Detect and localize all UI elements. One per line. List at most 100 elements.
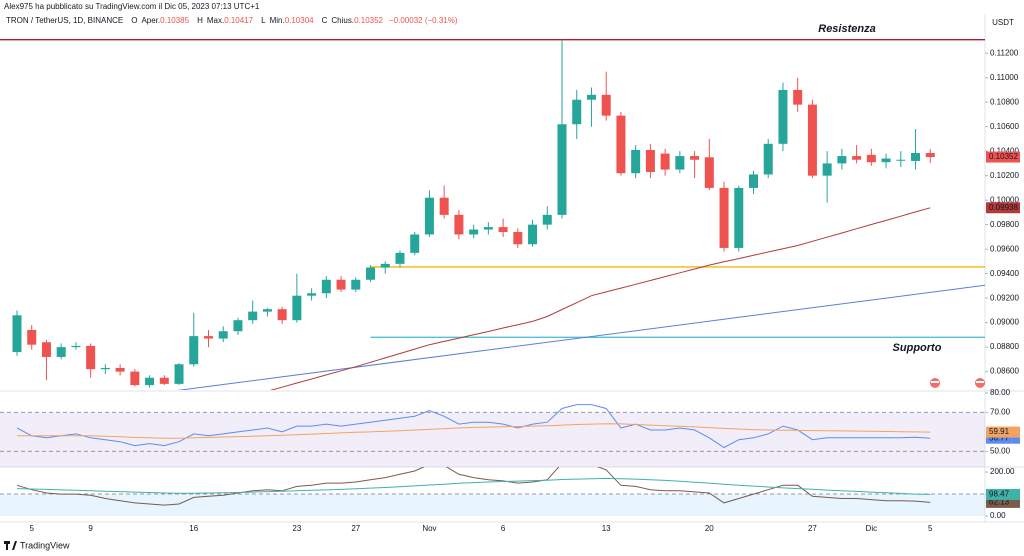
published-note: Alex975 ha pubblicato su TradingView.com… [4, 2, 260, 11]
ohlc-value: 0.10352 [354, 16, 383, 25]
candle-body [159, 377, 169, 384]
series-line [16, 467, 931, 506]
ohlc-value: 0.10304 [285, 16, 314, 25]
y-tick-label: 0.09200 [990, 293, 1019, 302]
candle-body [292, 295, 302, 321]
event-icon [975, 378, 985, 388]
price-tag-label: 56.77 [989, 433, 1010, 442]
candle-body [542, 214, 552, 225]
candle-body [483, 227, 493, 230]
price-tag [986, 151, 1020, 163]
candle-body [704, 157, 714, 188]
x-tick-label: 27 [351, 524, 360, 533]
candle-body [71, 345, 81, 348]
trend-line [177, 284, 985, 390]
y-tick-label: 0.11200 [990, 48, 1019, 57]
candle-body [616, 115, 626, 174]
price-tag-label: 0.09938 [989, 203, 1018, 212]
y-tick-label: 0.10800 [990, 97, 1019, 106]
y-tick-label: 50.00 [990, 447, 1011, 456]
x-tick-label: 9 [88, 524, 93, 533]
candle-body [572, 99, 582, 125]
candle-body [601, 94, 611, 116]
x-tick-label: 20 [705, 524, 714, 533]
candle-body [366, 267, 376, 280]
candle-body [380, 263, 390, 268]
candle-body [321, 279, 331, 294]
candle-body [881, 158, 891, 163]
candle-body [822, 163, 832, 176]
currency: USDT [992, 18, 1014, 27]
candle-body [410, 234, 420, 253]
price-tag [986, 202, 1020, 214]
brand: TradingView [20, 540, 70, 550]
candle-body [12, 315, 22, 353]
candle-body [896, 159, 906, 161]
candle-body [513, 232, 523, 245]
price-tag [986, 432, 1020, 444]
y-tick-label: 0.10400 [990, 146, 1019, 155]
candle-body [645, 149, 655, 172]
y-tick-label: 0.11000 [990, 73, 1019, 82]
candle-body [586, 94, 596, 100]
price-tag [986, 496, 1020, 508]
ohlc-value: 0.10385 [160, 16, 189, 25]
candle-body [469, 229, 479, 235]
band [0, 412, 985, 467]
candle-body [145, 377, 155, 386]
candle-body [336, 279, 346, 290]
y-tick-label: 0.09800 [990, 220, 1019, 229]
ohlc-name: Aper. [141, 16, 160, 25]
price-tag-label: 59.91 [989, 427, 1010, 436]
x-tick-label: 5 [928, 524, 933, 533]
price-tag-label: 62.13 [989, 498, 1010, 507]
ohlc-value: 0.10417 [224, 16, 253, 25]
candle-body [203, 336, 213, 339]
ohlc-key: L [261, 16, 266, 25]
ohlc-name: Min. [270, 16, 285, 25]
candle-body [454, 214, 464, 235]
candle-body [719, 187, 729, 248]
candle-body [439, 197, 449, 215]
candle-body [189, 336, 199, 365]
x-tick-label: 23 [292, 524, 301, 533]
panel [0, 39, 985, 390]
x-tick-label: Dic [866, 524, 878, 533]
candle-body [86, 345, 96, 370]
candle-body [262, 309, 272, 312]
event-icon [930, 378, 940, 388]
y-tick-label: 0.09600 [990, 244, 1019, 253]
candle-body [56, 347, 66, 357]
price-tag-label: 0.10352 [989, 152, 1018, 161]
x-tick-label: 6 [501, 524, 506, 533]
panel [0, 467, 985, 517]
candle-body [807, 104, 817, 176]
ohlc-key: O [131, 16, 137, 25]
ohlc-key: C [322, 16, 328, 25]
y-tick-label: 80.00 [990, 388, 1011, 397]
candle-body [690, 156, 700, 160]
y-tick-label: 0.09000 [990, 318, 1019, 327]
series-line [17, 423, 931, 439]
candle-body [660, 153, 670, 170]
candle-body [911, 153, 921, 161]
candle-body [866, 154, 876, 163]
candle-body [100, 367, 110, 370]
candle-body [557, 124, 567, 215]
ohlc-key: H [197, 16, 203, 25]
candle-body [130, 371, 140, 386]
band [0, 494, 985, 517]
candle-body [277, 309, 287, 321]
candle-body [115, 367, 125, 372]
candle-body [41, 342, 51, 357]
candle-body [675, 156, 685, 170]
candle-body [778, 89, 788, 144]
series-line [16, 477, 931, 495]
candle-body [528, 224, 538, 245]
candle-body [395, 252, 405, 264]
candle-body [27, 329, 37, 345]
y-tick-label: 0.10600 [990, 122, 1019, 131]
y-tick-label: 0.10000 [990, 195, 1019, 204]
